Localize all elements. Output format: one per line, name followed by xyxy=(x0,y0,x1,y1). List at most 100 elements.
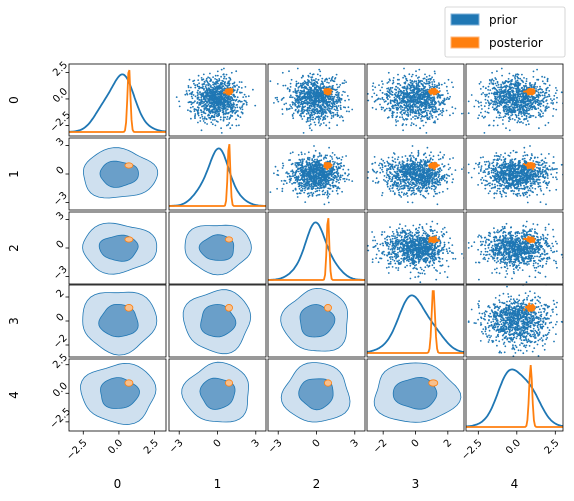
scatter-point xyxy=(210,96,213,98)
panel-content-0-4 xyxy=(467,67,563,134)
scatter-point xyxy=(435,116,437,118)
scatter-point xyxy=(513,101,516,104)
scatter-point xyxy=(412,98,415,101)
scatter-point xyxy=(397,120,399,122)
scatter-point xyxy=(512,87,515,89)
scatter-point xyxy=(554,92,557,94)
scatter-point xyxy=(391,114,393,117)
scatter-point xyxy=(537,107,540,110)
scatter-point xyxy=(306,96,308,99)
scatter-point xyxy=(516,73,519,76)
scatter-point xyxy=(520,103,523,106)
scatter-point xyxy=(344,91,346,93)
scatter-point xyxy=(322,118,325,120)
scatter-point xyxy=(211,103,213,106)
scatter-point xyxy=(536,86,538,88)
scatter-point xyxy=(432,79,435,81)
scatter-point xyxy=(515,116,518,119)
scatter-point xyxy=(418,85,421,88)
scatter-point xyxy=(324,114,327,117)
scatter-point xyxy=(175,96,178,98)
scatter-point xyxy=(339,104,342,107)
scatter-point xyxy=(537,111,540,114)
scatter-point xyxy=(511,118,514,120)
scatter-point xyxy=(477,105,480,108)
panel-0-1 xyxy=(168,63,267,137)
scatter-point xyxy=(518,95,521,98)
scatter-point xyxy=(410,118,413,120)
scatter-point xyxy=(405,110,407,112)
scatter-point xyxy=(495,78,497,81)
scatter-point xyxy=(515,90,518,93)
scatter-point xyxy=(239,107,242,110)
scatter-point xyxy=(307,84,309,86)
scatter-point xyxy=(282,96,285,99)
scatter-point xyxy=(297,110,300,113)
scatter-point xyxy=(395,124,397,127)
scatter-point xyxy=(483,132,486,134)
scatter-point xyxy=(297,111,299,114)
scatter-point xyxy=(225,124,228,127)
scatter-point xyxy=(392,79,395,82)
scatter-point xyxy=(536,78,538,81)
scatter-point xyxy=(505,113,508,115)
scatter-point xyxy=(524,112,526,114)
scatter-point xyxy=(199,91,202,93)
scatter-point xyxy=(423,94,426,96)
scatter-point xyxy=(553,98,555,101)
scatter-point xyxy=(222,119,225,122)
scatter-point xyxy=(189,106,192,109)
scatter-point xyxy=(521,105,523,108)
scatter-point xyxy=(288,107,291,110)
scatter-point xyxy=(223,102,226,105)
scatter-point xyxy=(510,105,512,108)
scatter-point xyxy=(418,90,421,93)
scatter-point xyxy=(217,85,220,88)
scatter-point xyxy=(330,99,333,101)
scatter-point xyxy=(529,116,532,118)
scatter-point xyxy=(198,102,201,105)
scatter-point xyxy=(404,75,407,78)
scatter-point xyxy=(328,121,331,124)
scatter-point xyxy=(308,109,311,112)
scatter-point xyxy=(511,113,514,116)
scatter-point xyxy=(408,73,411,76)
scatter-point xyxy=(333,105,336,108)
scatter-point xyxy=(395,89,398,91)
scatter-point xyxy=(500,116,502,119)
scatter-point xyxy=(336,109,339,112)
scatter-point xyxy=(200,98,203,101)
scatter-point xyxy=(190,103,193,106)
scatter-point xyxy=(312,91,315,94)
scatter-point xyxy=(381,92,384,94)
scatter-point xyxy=(421,88,424,91)
scatter-point xyxy=(521,86,523,89)
scatter-point xyxy=(397,104,400,107)
scatter-point xyxy=(446,96,449,99)
scatter-point xyxy=(347,106,350,109)
scatter-point xyxy=(546,86,549,89)
scatter-point xyxy=(332,116,335,118)
scatter-point xyxy=(404,101,406,104)
scatter-point xyxy=(196,110,199,113)
scatter-point xyxy=(535,94,538,97)
scatter-point xyxy=(295,94,298,97)
scatter-point xyxy=(294,102,296,105)
scatter-point xyxy=(323,80,326,82)
scatter-point xyxy=(493,93,496,96)
scatter-point xyxy=(488,124,490,127)
scatter-point xyxy=(294,91,297,94)
scatter-point xyxy=(313,81,316,84)
scatter-point xyxy=(539,100,541,103)
scatter-point xyxy=(533,96,536,99)
scatter-point xyxy=(415,74,418,77)
scatter-point xyxy=(380,108,383,111)
scatter-point xyxy=(518,117,520,120)
scatter-point xyxy=(316,110,318,112)
scatter-point xyxy=(552,107,555,110)
scatter-point xyxy=(226,99,229,101)
scatter-point xyxy=(397,87,399,89)
scatter-point xyxy=(517,105,519,108)
scatter-point xyxy=(335,94,338,97)
